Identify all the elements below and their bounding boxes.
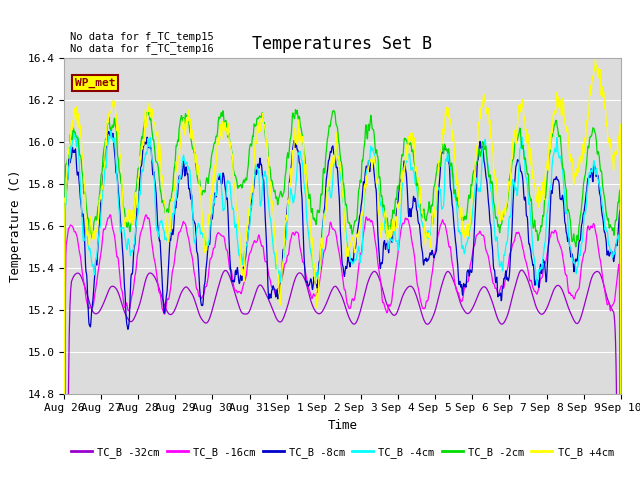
- Legend: TC_B -32cm, TC_B -16cm, TC_B -8cm, TC_B -4cm, TC_B -2cm, TC_B +4cm: TC_B -32cm, TC_B -16cm, TC_B -8cm, TC_B …: [67, 443, 618, 462]
- Y-axis label: Temperature (C): Temperature (C): [9, 169, 22, 282]
- Title: Temperatures Set B: Temperatures Set B: [252, 35, 433, 53]
- X-axis label: Time: Time: [328, 419, 357, 432]
- Text: WP_met: WP_met: [75, 78, 116, 88]
- Text: No data for f_TC_temp15
No data for f_TC_temp16: No data for f_TC_temp15 No data for f_TC…: [70, 31, 213, 54]
